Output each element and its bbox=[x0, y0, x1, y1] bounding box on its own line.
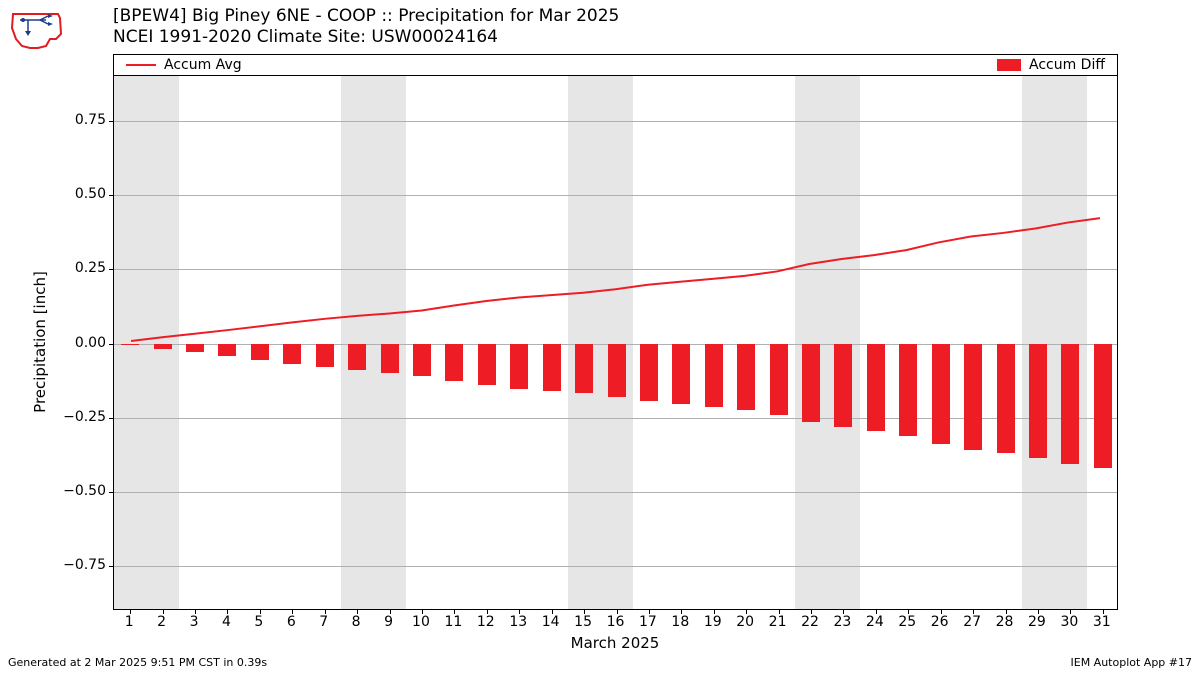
x-tick-label: 6 bbox=[287, 614, 296, 630]
x-tick-label: 14 bbox=[542, 614, 560, 630]
y-tick-label: −0.75 bbox=[56, 557, 106, 573]
x-tick-label: 16 bbox=[607, 614, 625, 630]
x-tick-label: 12 bbox=[477, 614, 495, 630]
y-tick-label: −0.25 bbox=[56, 409, 106, 425]
y-tick-label: 0.75 bbox=[56, 112, 106, 128]
x-tick-label: 3 bbox=[190, 614, 199, 630]
x-tick-label: 7 bbox=[319, 614, 328, 630]
x-tick-label: 25 bbox=[898, 614, 916, 630]
x-tick-label: 4 bbox=[222, 614, 231, 630]
x-tick-label: 13 bbox=[509, 614, 527, 630]
x-tick-label: 24 bbox=[866, 614, 884, 630]
x-tick-label: 21 bbox=[769, 614, 787, 630]
footer-generated: Generated at 2 Mar 2025 9:51 PM CST in 0… bbox=[8, 656, 267, 669]
plot-area bbox=[113, 75, 1118, 610]
footer-app: IEM Autoplot App #17 bbox=[1071, 656, 1193, 669]
y-tick-label: 0.50 bbox=[56, 186, 106, 202]
x-tick-label: 17 bbox=[639, 614, 657, 630]
x-tick-label: 28 bbox=[996, 614, 1014, 630]
x-tick-label: 11 bbox=[444, 614, 462, 630]
x-tick-label: 30 bbox=[1060, 614, 1078, 630]
legend-bar-swatch bbox=[997, 59, 1021, 71]
iem-logo bbox=[8, 6, 68, 51]
x-tick-label: 2 bbox=[157, 614, 166, 630]
x-tick-label: 20 bbox=[736, 614, 754, 630]
x-tick-label: 9 bbox=[384, 614, 393, 630]
x-tick-label: 23 bbox=[834, 614, 852, 630]
title-line-2: NCEI 1991-2020 Climate Site: USW00024164 bbox=[113, 27, 619, 48]
chart-title: [BPEW4] Big Piney 6NE - COOP :: Precipit… bbox=[113, 6, 619, 49]
x-tick-label: 10 bbox=[412, 614, 430, 630]
x-tick-label: 19 bbox=[704, 614, 722, 630]
y-tick-label: 0.25 bbox=[56, 260, 106, 276]
legend-bar-label: Accum Diff bbox=[1029, 57, 1105, 73]
x-tick-label: 18 bbox=[671, 614, 689, 630]
y-tick-label: −0.50 bbox=[56, 483, 106, 499]
x-tick-label: 29 bbox=[1028, 614, 1046, 630]
x-tick-label: 15 bbox=[574, 614, 592, 630]
x-tick-label: 26 bbox=[931, 614, 949, 630]
x-axis-label: March 2025 bbox=[571, 634, 660, 652]
legend-line-swatch bbox=[126, 64, 156, 66]
title-line-1: [BPEW4] Big Piney 6NE - COOP :: Precipit… bbox=[113, 6, 619, 27]
legend: Accum Avg Accum Diff bbox=[113, 54, 1118, 75]
legend-line-label: Accum Avg bbox=[164, 57, 242, 73]
accum-avg-path bbox=[131, 218, 1100, 341]
x-tick-label: 22 bbox=[801, 614, 819, 630]
x-tick-label: 1 bbox=[125, 614, 134, 630]
x-tick-label: 8 bbox=[352, 614, 361, 630]
x-tick-label: 27 bbox=[963, 614, 981, 630]
accum-avg-line bbox=[114, 76, 1117, 609]
y-axis-label: Precipitation [inch] bbox=[31, 271, 49, 413]
x-tick-label: 5 bbox=[254, 614, 263, 630]
legend-item-line: Accum Avg bbox=[114, 57, 242, 73]
y-tick-label: 0.00 bbox=[56, 335, 106, 351]
legend-item-bar: Accum Diff bbox=[997, 57, 1117, 73]
x-tick-label: 31 bbox=[1093, 614, 1111, 630]
